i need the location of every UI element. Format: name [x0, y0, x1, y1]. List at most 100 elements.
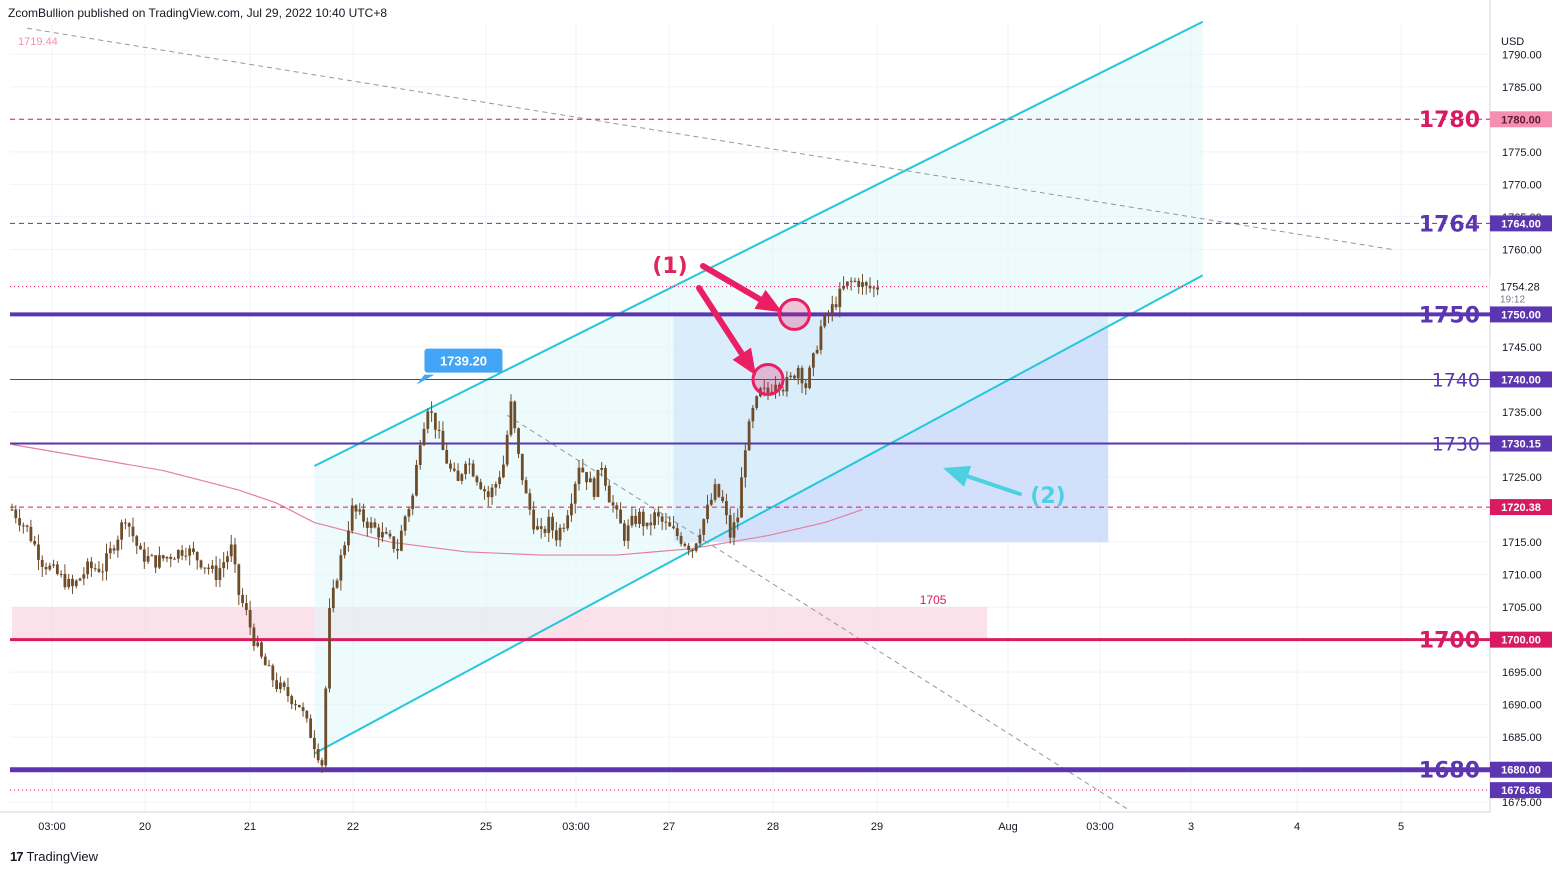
- candle-body: [369, 522, 373, 528]
- candle-body: [286, 686, 290, 697]
- candle-body: [517, 428, 520, 454]
- candle-body: [785, 376, 789, 392]
- axis-price-box[interactable]: [1490, 215, 1552, 232]
- candle-body: [403, 516, 407, 531]
- candle-body: [441, 430, 445, 451]
- candle-body: [226, 556, 229, 563]
- candle-body: [241, 594, 244, 604]
- candle-body: [229, 544, 233, 557]
- arrow-1a-shaft: [700, 263, 764, 303]
- candle-body: [736, 517, 740, 523]
- brand-name: TradingView: [26, 849, 99, 864]
- candle-body: [218, 568, 222, 581]
- candle-body: [97, 568, 101, 572]
- arrow-2-shaft: [965, 474, 1022, 496]
- candle-body: [339, 555, 343, 581]
- callout-box[interactable]: [424, 348, 503, 373]
- axis-price-label: 1730.15: [1501, 439, 1541, 451]
- candle-body: [297, 704, 301, 708]
- candle-body: [494, 484, 498, 488]
- candle-body: [660, 516, 664, 522]
- price-tick-label: 1705.00: [1502, 602, 1542, 614]
- candle-body: [543, 528, 547, 533]
- axis-price-box[interactable]: [1490, 631, 1552, 648]
- channel-lower-line[interactable]: [313, 274, 1204, 755]
- candle-body: [135, 536, 139, 546]
- candle-body: [872, 287, 876, 289]
- candle-body: [415, 464, 418, 496]
- price-tick-label: 1775.00: [1502, 147, 1542, 159]
- candle-body: [615, 505, 619, 510]
- candle-body: [271, 665, 275, 681]
- candle-body: [513, 401, 517, 429]
- candle-body: [55, 564, 59, 574]
- candle-body: [203, 567, 207, 569]
- candle-body: [577, 467, 581, 484]
- candle-body: [139, 545, 142, 550]
- candle-body: [384, 531, 388, 534]
- candle-body: [811, 353, 815, 368]
- publish-header: ZcomBullion published on TradingView.com…: [8, 6, 388, 20]
- candle-body: [536, 526, 539, 530]
- axis-price-box[interactable]: [1490, 371, 1552, 388]
- axis-price-box[interactable]: [1490, 499, 1552, 516]
- candle-body: [471, 463, 475, 477]
- candle-body: [14, 509, 18, 519]
- candle-body: [498, 477, 502, 485]
- level-label: 1780: [1419, 108, 1480, 133]
- time-tick-label: 03:00: [1086, 821, 1114, 833]
- level-label: 1730: [1432, 433, 1480, 455]
- candle-body: [373, 522, 377, 528]
- candle-body: [641, 511, 645, 527]
- axis-price-box[interactable]: [1490, 761, 1552, 778]
- rising-channel[interactable]: [313, 20, 1204, 755]
- candle-body: [509, 401, 513, 435]
- candle-body: [418, 445, 422, 465]
- candle-body: [154, 555, 158, 568]
- candle-body: [675, 528, 679, 537]
- candle-body: [275, 680, 278, 689]
- axis-price-box[interactable]: [1490, 111, 1552, 128]
- time-tick-label: 29: [871, 821, 883, 833]
- channel-fill: [314, 21, 1203, 754]
- channel-upper-line[interactable]: [313, 20, 1204, 467]
- candle-body: [377, 527, 381, 538]
- candle-body: [158, 555, 161, 568]
- candle-body: [131, 526, 135, 537]
- candle-body: [645, 522, 649, 527]
- candle-body: [653, 512, 656, 526]
- candle-body: [842, 285, 845, 289]
- candle-body: [381, 531, 384, 538]
- candle-body: [743, 450, 747, 478]
- candle-body: [732, 522, 736, 538]
- time-tick-label: 03:00: [38, 821, 66, 833]
- level-label: 1750: [1419, 303, 1480, 328]
- candle-body: [853, 280, 857, 282]
- axis-price-box[interactable]: [1490, 306, 1552, 323]
- candle-body: [10, 509, 14, 511]
- candle-body: [59, 573, 63, 575]
- candle-body: [679, 536, 683, 544]
- candle-body: [192, 548, 195, 552]
- candle-body: [547, 516, 551, 533]
- candle-body: [876, 287, 880, 290]
- price-tick-label: 1725.00: [1502, 472, 1542, 484]
- candle-body: [456, 470, 460, 481]
- candle-body: [626, 525, 630, 541]
- candle-body: [112, 548, 116, 551]
- candle-body: [309, 718, 313, 738]
- candle-body: [505, 434, 509, 465]
- highlight-circle[interactable]: [751, 362, 785, 396]
- highlight-circle[interactable]: [777, 297, 811, 331]
- axis-price-box[interactable]: [1490, 782, 1552, 799]
- level-label: 1764: [1419, 212, 1480, 237]
- price-tick-label: 1735.00: [1502, 407, 1542, 419]
- candle-body: [751, 407, 755, 422]
- axis-price-box[interactable]: [1490, 435, 1552, 452]
- candle-body: [105, 553, 108, 572]
- candle-body: [539, 526, 543, 529]
- candle-body: [781, 389, 785, 392]
- callout-text: 1739.20: [440, 354, 487, 369]
- candle-body: [71, 578, 74, 587]
